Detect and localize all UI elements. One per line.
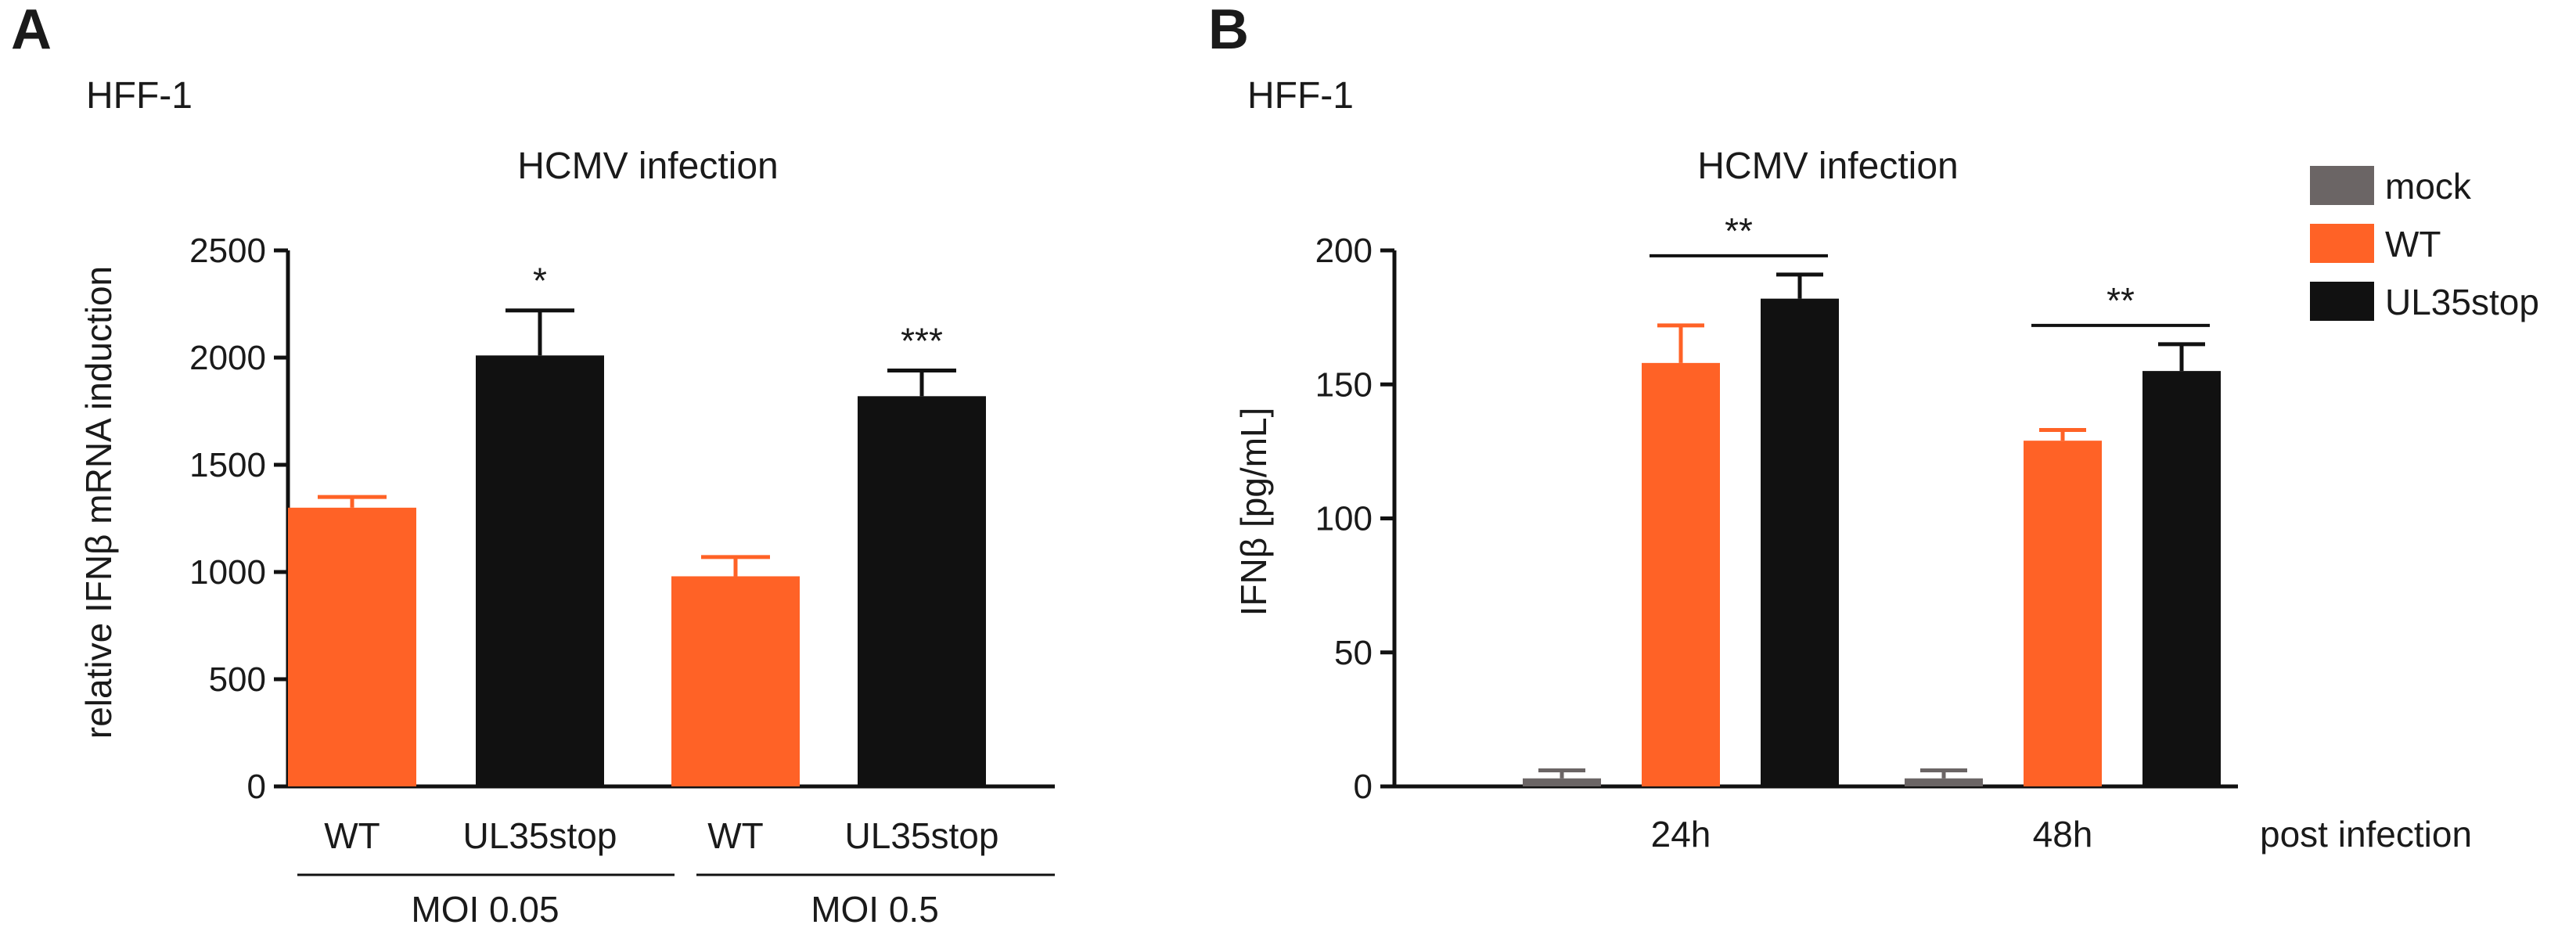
panel-b-significance: ** ** xyxy=(1650,210,2210,327)
panel-a-significance-label: *** xyxy=(901,320,943,361)
panel-b-title: HCMV infection xyxy=(1697,146,1958,187)
panel-a-cell-label: HFF-1 xyxy=(86,75,192,117)
panel-a-bar-ul35stop-moi-0-05 xyxy=(476,355,604,786)
panel-a-y-tick-label: 1500 xyxy=(189,446,266,484)
panel-b-bar-mock-24h xyxy=(1523,778,1601,786)
legend-swatch-wt xyxy=(2310,224,2374,263)
panel-a-bar-wt-moi-0-5 xyxy=(671,576,800,786)
panel-b-y-tick-label: 100 xyxy=(1315,500,1373,538)
panel-b-category-label-48h: 48h xyxy=(2033,814,2093,854)
panel-a-y-ticks: 0 500 1000 1500 2000 2500 xyxy=(189,232,288,806)
panel-b-y-axis-title: IFNβ [pg/mL] xyxy=(1233,408,1274,617)
panel-b-bar-ul35stop-24h xyxy=(1761,298,1839,786)
panel-b-category-labels: 24h 48h xyxy=(1651,814,2093,854)
panel-a-bars xyxy=(288,355,986,786)
panel-b-y-tick-label: 50 xyxy=(1334,634,1373,672)
panel-a-significance-label: * xyxy=(533,261,547,301)
panel-b-y-tick-label: 200 xyxy=(1315,232,1373,270)
panel-a-category-label: WT xyxy=(324,815,380,856)
panel-b-y-tick-label: 150 xyxy=(1315,365,1373,404)
panel-a-y-tick-label: 2000 xyxy=(189,339,266,377)
panel-a-title: HCMV infection xyxy=(517,146,778,187)
panel-b-bar-wt-24h xyxy=(1642,362,1720,787)
panel-a-y-axis-title: relative IFNβ mRNA induction xyxy=(78,266,119,739)
panel-b-y-tick-label: 0 xyxy=(1354,768,1373,806)
panel-b-x-axis-title: post infection xyxy=(2260,814,2472,854)
panel-b-category-label-24h: 24h xyxy=(1651,814,1711,854)
panel-a-letter: A xyxy=(11,0,52,61)
panel-a-error-bars xyxy=(318,308,956,577)
panel-a-y-tick-label: 2500 xyxy=(189,232,266,270)
panel-a-y-tick-label: 1000 xyxy=(189,553,266,592)
panel-a-significance: * *** xyxy=(533,261,943,362)
panel-b-bar-mock-48h xyxy=(1905,778,1983,786)
panel-a-category-label: WT xyxy=(707,815,764,856)
panel-a-bar-wt-moi-0-05 xyxy=(288,507,416,786)
legend-label-mock: mock xyxy=(2385,166,2472,207)
legend-swatch-ul35stop xyxy=(2310,282,2374,321)
panel-a-bar-ul35stop-moi-0-5 xyxy=(858,396,986,786)
legend-swatch-mock xyxy=(2310,166,2374,205)
legend-label-ul35stop: UL35stop xyxy=(2385,282,2539,322)
panel-a-category-label: UL35stop xyxy=(845,815,999,856)
panel-b-significance-label-48h: ** xyxy=(2106,280,2135,321)
legend-label-wt: WT xyxy=(2385,224,2441,264)
panel-a-y-tick-label: 500 xyxy=(209,660,266,699)
panel-b-cell-label: HFF-1 xyxy=(1247,75,1354,117)
panel-a-y-tick-label: 0 xyxy=(247,768,266,806)
panel-b-bar-ul35stop-48h xyxy=(2142,371,2221,786)
panel-b-error-bars xyxy=(1538,272,2205,779)
panel-b-legend: mock WT UL35stop xyxy=(2310,166,2539,322)
panel-b-significance-label-24h: ** xyxy=(1725,210,1753,251)
panel-a-category-label: UL35stop xyxy=(463,815,617,856)
panel-a-group-label-moi-0-5: MOI 0.5 xyxy=(811,889,939,930)
panel-b-bar-wt-48h xyxy=(2024,441,2102,786)
panel-b-letter: B xyxy=(1208,0,1249,61)
panel-a-category-labels: WT UL35stop WT UL35stop xyxy=(324,815,998,856)
panel-b-y-ticks: 0 50 100 150 200 xyxy=(1315,232,1394,806)
panel-b: B HFF-1 HCMV infection IFNβ [pg/mL] 0 50… xyxy=(1208,0,2539,854)
panel-a-group-label-moi-0-05: MOI 0.05 xyxy=(411,889,559,930)
panel-a: A HFF-1 HCMV infection relative IFNβ mRN… xyxy=(11,0,1055,930)
panel-b-bars xyxy=(1523,298,2221,787)
